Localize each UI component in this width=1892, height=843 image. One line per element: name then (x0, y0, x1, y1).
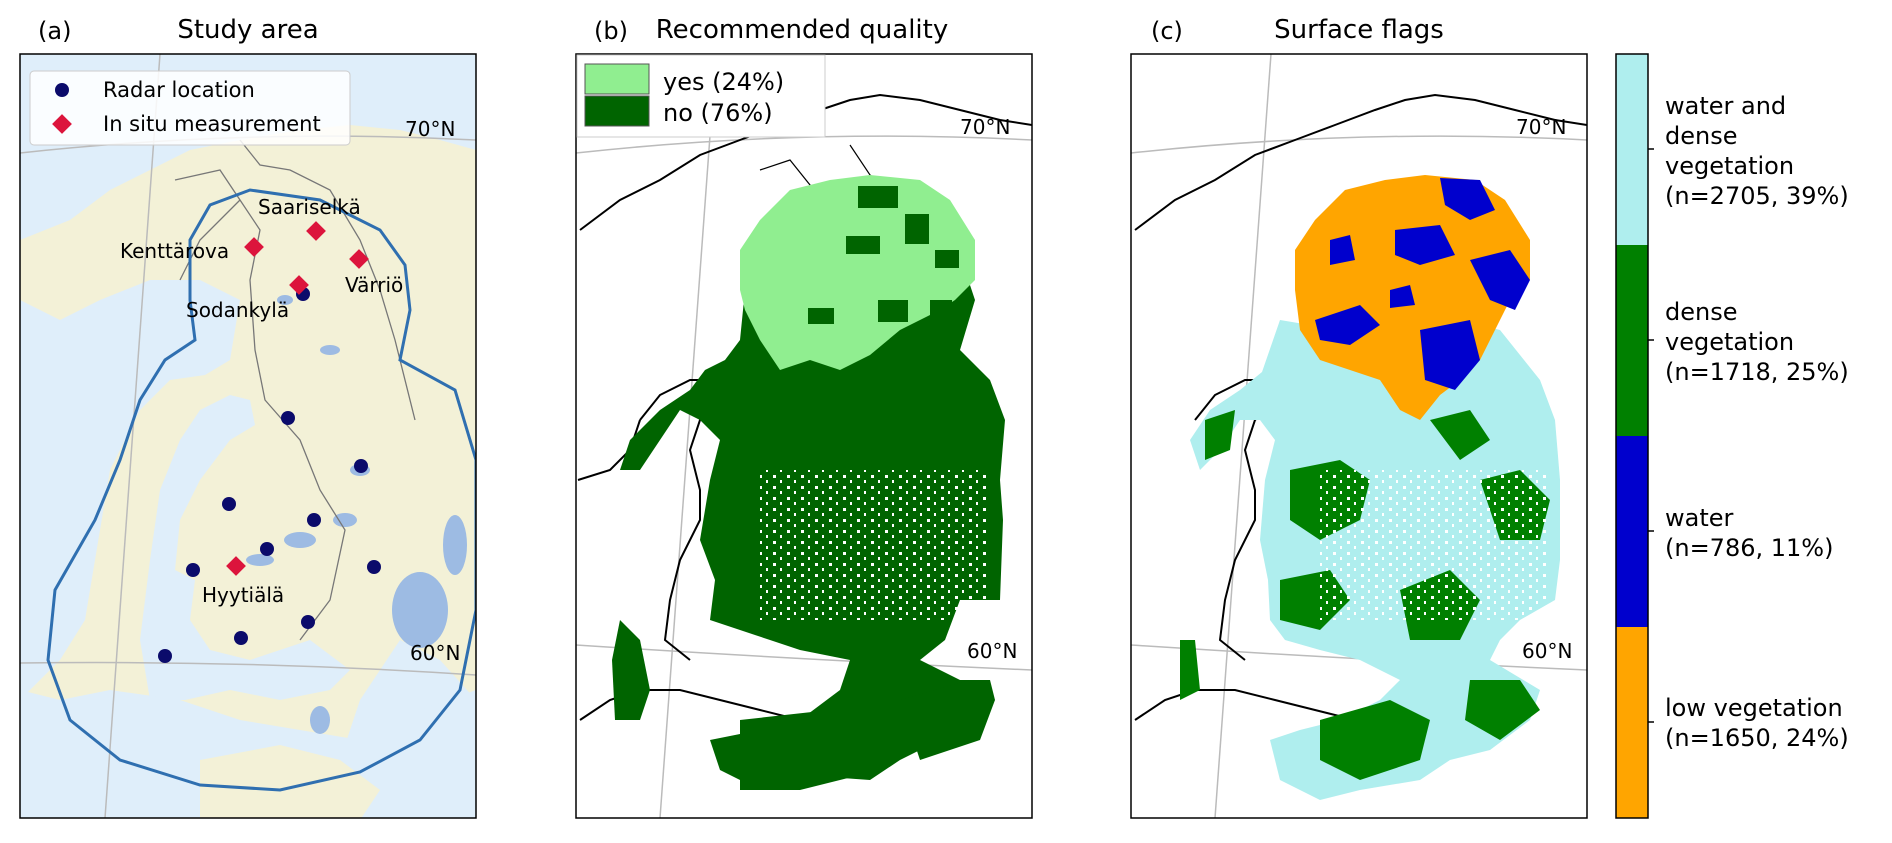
legend-radar-label: Radar location (103, 78, 255, 102)
panel-a-lakes (246, 295, 467, 734)
site-label-kenttarova: Kenttärova (120, 239, 229, 263)
panel-a-title: Study area (177, 15, 318, 45)
insitu-marker (289, 275, 309, 295)
site-label-hyytiala: Hyytiälä (202, 583, 284, 607)
site-label-varrio: Värriö (345, 273, 403, 297)
panel-b-frame (575, 53, 1033, 819)
panel-c-letter: (c) (1151, 17, 1183, 45)
radar-marker (234, 631, 248, 645)
cb-line: dense (1665, 298, 1737, 326)
panel-b-letter: (b) (594, 17, 628, 45)
panel-b-lat70-label: 70°N (960, 115, 1010, 139)
radar-marker (354, 459, 368, 473)
panel-a-map: Saariselkä Kenttärova Värriö Sodankylä H… (20, 54, 476, 818)
panel-c-water-patches (1315, 178, 1530, 390)
panel-c-lat60-label: 60°N (1522, 639, 1572, 663)
cb-line: (n=1650, 24%) (1665, 724, 1849, 752)
legend-yes-swatch (584, 63, 650, 95)
cb-line: vegetation (1665, 328, 1794, 356)
colorbar: water and dense vegetation (n=2705, 39%)… (1615, 53, 1850, 819)
panel-b-legend: yes (24%) no (76%) (576, 54, 826, 138)
cb-line: (n=1718, 25%) (1665, 358, 1849, 386)
legend-insitu-label: In situ measurement (103, 112, 321, 136)
colorbar-segment-water (1616, 436, 1648, 627)
site-label-sodankyla: Sodankylä (186, 298, 289, 322)
panel-c-map: 70°N 60°N (1131, 54, 1587, 818)
panel-a-study-boundary (46, 188, 476, 792)
radar-marker (186, 563, 200, 577)
legend-no-swatch (584, 95, 650, 127)
colorbar-segment-low (1616, 627, 1648, 818)
panel-a-estonia (200, 745, 380, 818)
panel-a-scandinavia-land (20, 125, 476, 818)
radar-marker (301, 615, 315, 629)
panel-a-letter: (a) (38, 17, 71, 45)
colorbar-label-low: low vegetation (n=1650, 24%) (1665, 694, 1850, 752)
legend-yes-label: yes (24%) (663, 68, 784, 96)
legend-radar-marker (55, 83, 69, 97)
panel-a-gulf-of-bothnia (140, 395, 350, 700)
site-label-saariselka: Saariselkä (258, 195, 361, 219)
radar-marker (260, 542, 274, 556)
panel-a-frame (19, 53, 477, 819)
insitu-marker (349, 249, 369, 269)
legend-no-label: no (76%) (663, 99, 773, 127)
radar-marker (281, 411, 295, 425)
panel-a-kola (400, 54, 476, 130)
colorbar-segment-water-dense (1616, 54, 1648, 245)
panel-a-legend: Radar location In situ measurement (29, 70, 351, 146)
panel-c-frame (1130, 53, 1588, 819)
colorbar-label-water: water (n=786, 11%) (1665, 504, 1833, 562)
cb-line: (n=786, 11%) (1665, 534, 1833, 562)
radar-marker (158, 649, 172, 663)
colorbar-label-dense: dense vegetation (n=1718, 25%) (1665, 298, 1849, 386)
colorbar-segment-dense (1616, 245, 1648, 436)
cb-line: vegetation (1665, 152, 1794, 180)
cb-line: water (1665, 504, 1734, 532)
panel-b-title: Recommended quality (656, 15, 948, 45)
panel-a-radar-markers (158, 287, 381, 663)
radar-marker (367, 560, 381, 574)
colorbar-label-water-dense: water and dense vegetation (n=2705, 39%) (1665, 92, 1849, 210)
panel-c-lat70-label: 70°N (1516, 115, 1566, 139)
cb-line: (n=2705, 39%) (1665, 182, 1849, 210)
panel-a-lat70-label: 70°N (405, 117, 455, 141)
insitu-marker (306, 221, 326, 241)
panel-c-title: Surface flags (1274, 15, 1444, 45)
cb-line: low vegetation (1665, 694, 1843, 722)
radar-marker (222, 497, 236, 511)
panel-b-map: 70°N 60°N (576, 54, 1032, 818)
cb-line: water and (1665, 92, 1786, 120)
panel-b-lat60-label: 60°N (967, 639, 1017, 663)
cb-line: dense (1665, 122, 1737, 150)
panel-a-lat60-label: 60°N (410, 641, 460, 665)
radar-marker (307, 513, 321, 527)
